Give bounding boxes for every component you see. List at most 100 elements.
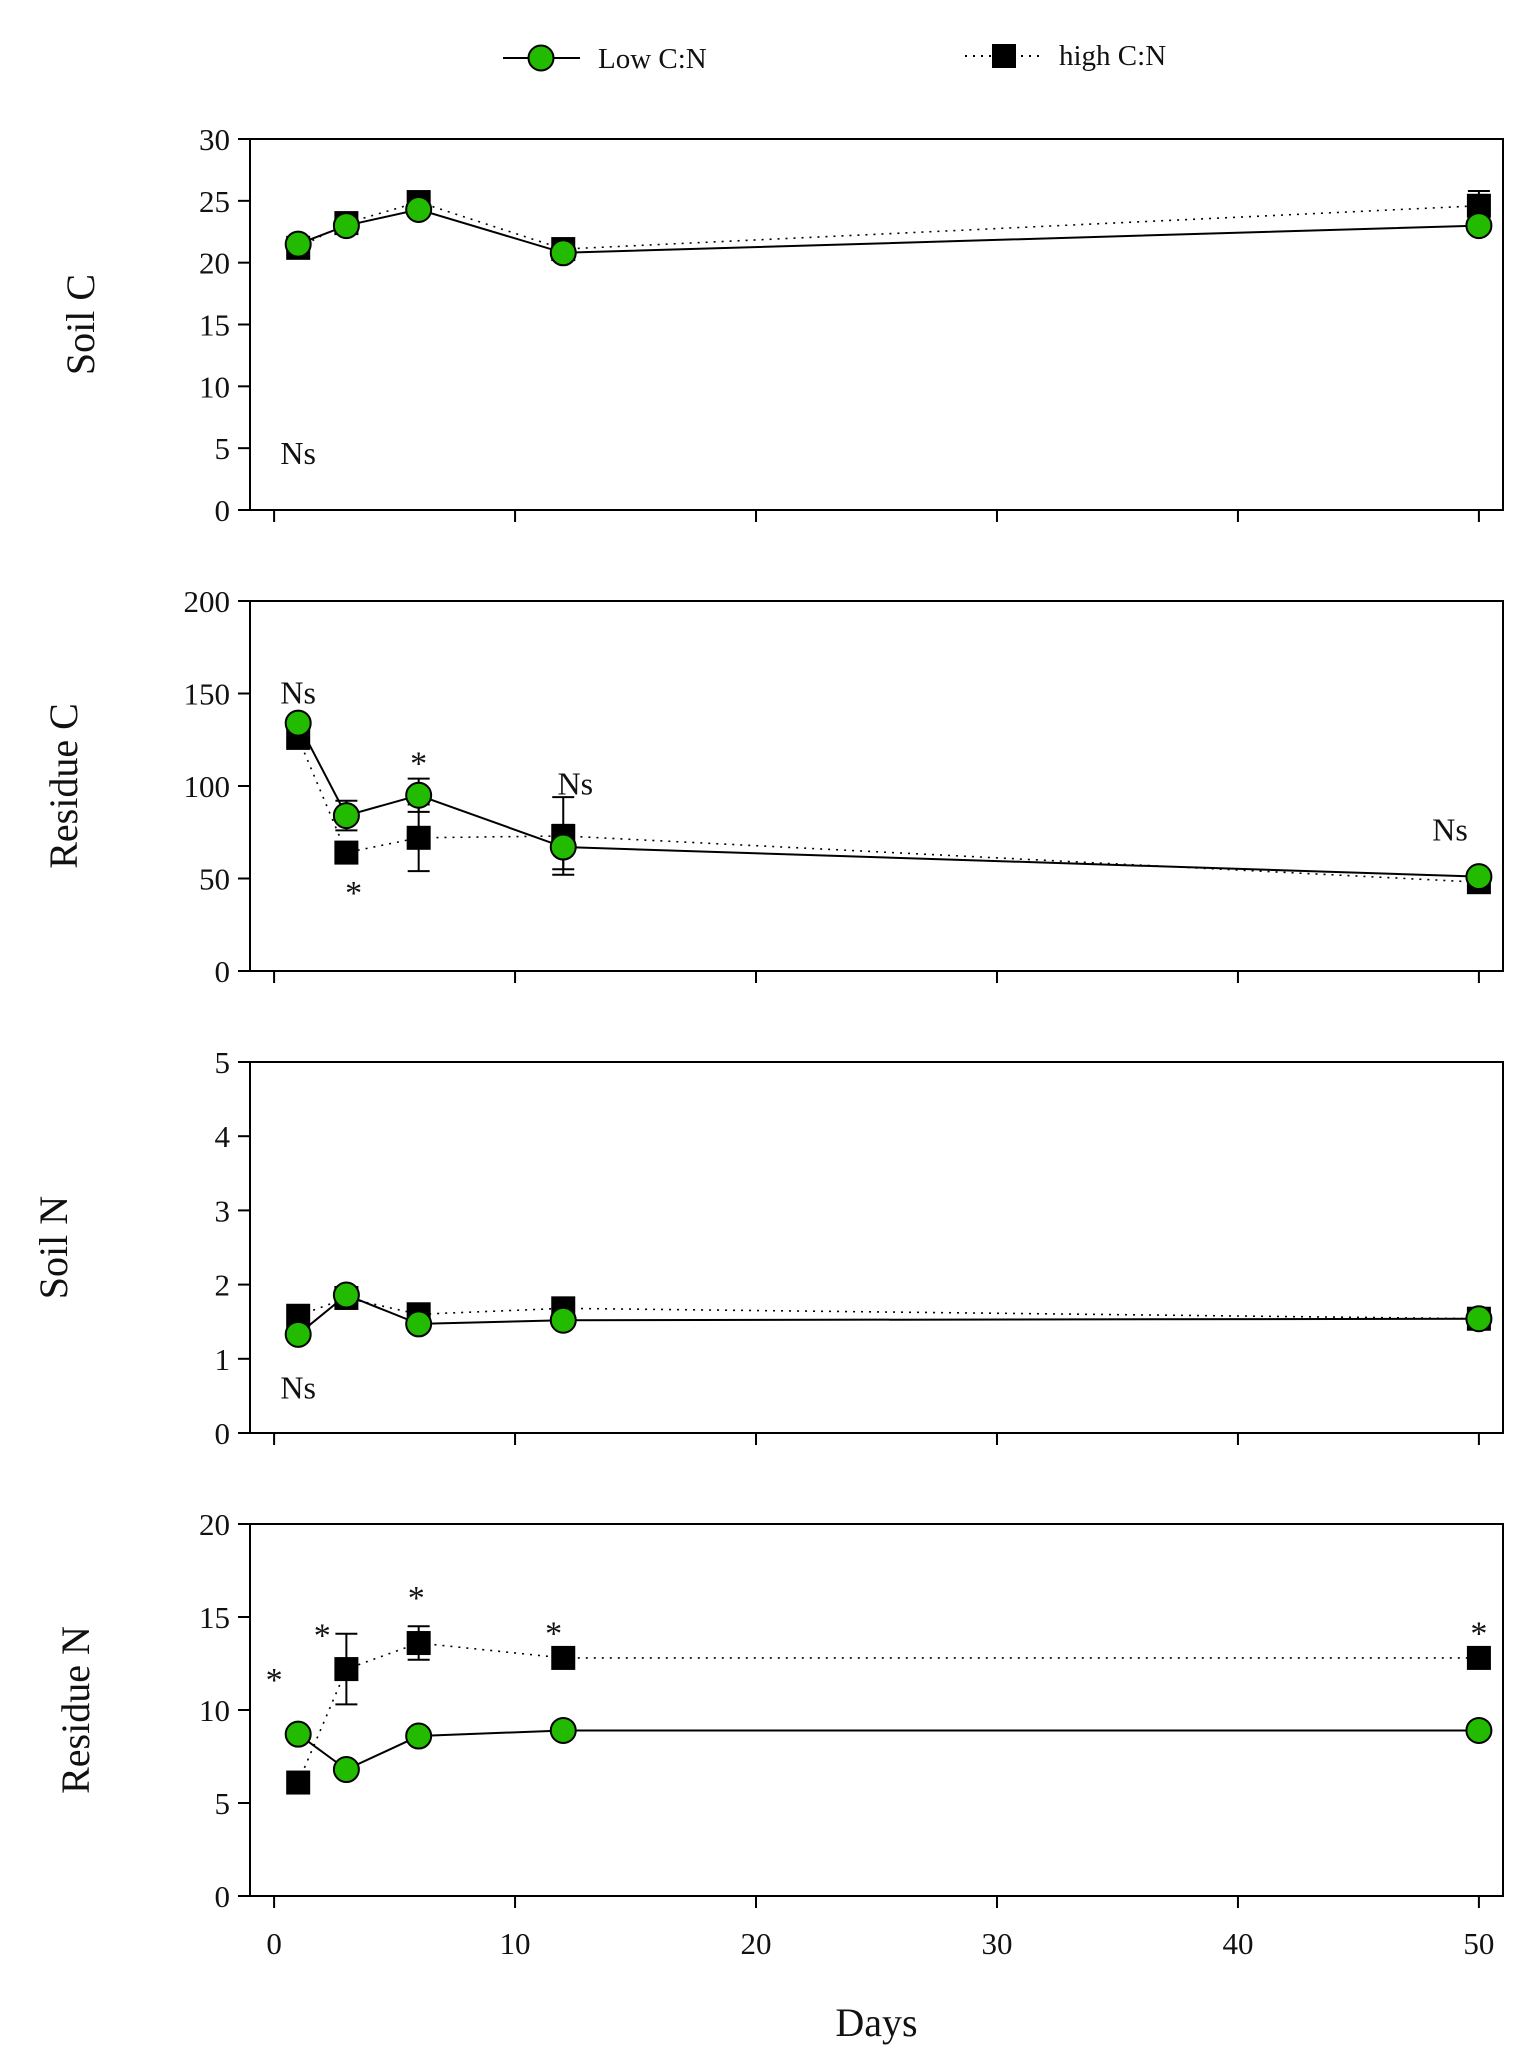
series-line-high-cn [297, 1297, 1479, 1320]
significance-marker: * [345, 875, 362, 912]
y-tick-label: 150 [184, 677, 231, 712]
y-tick-label: 2 [215, 1268, 231, 1303]
series-low-cn [284, 1281, 1493, 1348]
plot-frame [249, 1061, 1504, 1434]
data-point-low-cn [549, 1716, 577, 1744]
series-low-cn [284, 195, 1493, 267]
panel-2: 0 50 100 150 200 Residue C Ns * * Ns Ns [41, 584, 1504, 989]
series-line-low-cn [297, 1729, 1479, 1771]
ns-annotation: Ns [558, 765, 594, 801]
series-line-low-cn [297, 722, 1479, 878]
data-point-low-cn [332, 1756, 360, 1784]
series-low-cn [284, 709, 1493, 891]
legend-high-marker [992, 44, 1016, 68]
y-tick-label: 0 [215, 954, 231, 989]
y-tick-label: 15 [199, 308, 230, 343]
series-low-cn [284, 1716, 1493, 1784]
significance-marker: * [314, 1617, 331, 1654]
data-point-low-cn [1465, 212, 1493, 240]
data-point-low-cn [1465, 1305, 1493, 1333]
y-tick-label: 100 [184, 769, 231, 804]
y-tick-label: 0 [215, 1879, 231, 1914]
x-tick-label: 10 [500, 1926, 531, 1961]
significance-marker: * [545, 1616, 562, 1653]
data-point-high-cn [551, 1645, 576, 1670]
y-tick-label: 30 [199, 122, 230, 157]
ns-annotation: Ns [1432, 812, 1468, 848]
y-tick-label: 25 [199, 184, 230, 219]
series-line-high-cn [297, 737, 1479, 883]
y-axis-label: Soil N [31, 1196, 76, 1299]
plot-frame [249, 1523, 1504, 1897]
y-tick-label: 4 [215, 1119, 231, 1154]
data-point-low-cn [284, 1320, 312, 1348]
data-point-low-cn [549, 1306, 577, 1334]
data-point-low-cn [332, 212, 360, 240]
y-tick-label: 10 [199, 1693, 230, 1728]
legend-low-label: Low C:N [598, 43, 707, 75]
y-tick-label: 50 [199, 862, 230, 897]
series-line-high-cn [297, 1642, 1479, 1783]
y-tick-label: 5 [215, 431, 231, 466]
series-high-cn [286, 725, 1491, 895]
y-tick-label: 20 [199, 246, 230, 281]
data-point-low-cn [284, 1720, 312, 1748]
y-axis-label: Residue N [53, 1626, 98, 1794]
panel-1: 0 5 10 15 20 25 30 Soil C Ns [58, 122, 1504, 528]
y-tick-label: 3 [215, 1193, 231, 1228]
y-tick-label: 20 [199, 1507, 230, 1542]
y-tick-label: 1 [215, 1342, 231, 1377]
data-point-high-cn [334, 1657, 359, 1682]
plot-frame [249, 600, 1504, 972]
y-tick-label: 10 [199, 369, 230, 404]
x-tick-label: 20 [741, 1926, 772, 1961]
series-high-cn [286, 189, 1491, 262]
y-axis-label: Residue C [41, 703, 86, 869]
data-point-high-cn [334, 840, 359, 865]
y-tick-label: 0 [215, 1416, 231, 1451]
data-point-high-cn [1466, 1645, 1491, 1670]
series-line-low-cn [297, 1293, 1479, 1336]
data-point-low-cn [405, 781, 433, 809]
data-point-high-cn [406, 825, 431, 850]
data-point-high-cn [406, 1631, 431, 1656]
x-tick-label: 30 [981, 1926, 1012, 1961]
ns-annotation: Ns [280, 1369, 316, 1405]
data-point-low-cn [1465, 1716, 1493, 1744]
series-high-cn [286, 1285, 1491, 1331]
data-point-low-cn [332, 802, 360, 830]
significance-marker: * [266, 1662, 283, 1699]
x-tick-label: 50 [1463, 1926, 1494, 1961]
y-tick-label: 0 [215, 493, 231, 528]
significance-marker: * [410, 746, 427, 783]
y-tick-label: 5 [215, 1045, 231, 1080]
data-point-low-cn [1465, 863, 1493, 891]
y-axis-label: Soil C [58, 274, 103, 375]
y-tick-label: 200 [184, 584, 231, 619]
data-point-low-cn [405, 195, 433, 223]
data-point-low-cn [405, 1310, 433, 1338]
significance-marker: * [408, 1580, 425, 1617]
data-point-low-cn [284, 230, 312, 258]
data-point-low-cn [549, 239, 577, 267]
panel-4: 0 5 10 15 20 0 10 20 30 40 50 Residue N Days * * * * * [53, 1507, 1504, 2045]
data-point-low-cn [284, 709, 312, 737]
y-tick-label: 15 [199, 1600, 230, 1635]
ns-annotation: Ns [280, 435, 316, 471]
data-point-high-cn [286, 1770, 311, 1795]
x-axis-label: Days [835, 2000, 917, 2045]
x-tick-label: 40 [1222, 1926, 1253, 1961]
significance-marker: * [1470, 1616, 1487, 1653]
y-tick-label: 5 [215, 1786, 231, 1821]
series-high-cn [286, 1625, 1491, 1795]
x-tick-label: 0 [266, 1926, 282, 1961]
legend: Low C:N high C:N [503, 40, 1166, 75]
data-point-low-cn [549, 833, 577, 861]
plot-frame [249, 138, 1504, 511]
series-line-low-cn [297, 208, 1479, 254]
legend-high-label: high C:N [1059, 40, 1166, 72]
data-point-low-cn [405, 1722, 433, 1750]
legend-low-marker [527, 44, 555, 72]
data-point-low-cn [332, 1281, 360, 1309]
